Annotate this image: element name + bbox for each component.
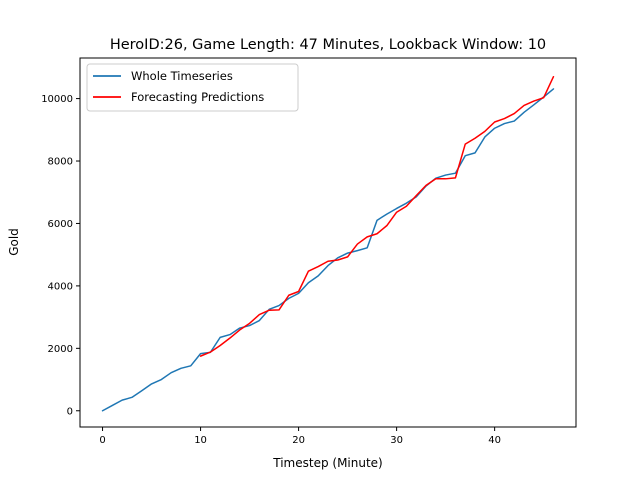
y-tick-label: 4000 bbox=[48, 281, 73, 292]
legend-box bbox=[86, 63, 299, 112]
y-axis-ticks: 0 2000 4000 6000 8000 10000 bbox=[41, 94, 80, 417]
series-layer bbox=[101, 75, 555, 412]
legend-label: Forecasting Predictions bbox=[131, 90, 264, 104]
y-tick-label: 8000 bbox=[48, 157, 73, 168]
y-tick-label: 10000 bbox=[41, 94, 73, 105]
x-tick-label: 40 bbox=[488, 435, 501, 446]
y-tick-label: 0 bbox=[67, 406, 73, 417]
x-tick-label: 30 bbox=[390, 435, 403, 446]
legend: Whole Timeseries Forecasting Predictions bbox=[86, 63, 299, 112]
y-tick-label: 2000 bbox=[48, 344, 73, 355]
plot-area bbox=[80, 58, 576, 427]
x-tick-label: 0 bbox=[99, 435, 105, 446]
y-axis-label: Gold bbox=[7, 228, 21, 256]
x-tick-label: 10 bbox=[194, 435, 207, 446]
x-axis-ticks: 0 10 20 30 40 bbox=[99, 427, 501, 446]
legend-label: Whole Timeseries bbox=[131, 69, 233, 83]
x-tick-label: 20 bbox=[292, 435, 305, 446]
plot-frame bbox=[79, 57, 577, 428]
x-axis-label: Timestep (Minute) bbox=[272, 456, 383, 470]
y-tick-label: 6000 bbox=[48, 219, 73, 230]
chart-title: HeroID:26, Game Length: 47 Minutes, Look… bbox=[110, 37, 546, 53]
